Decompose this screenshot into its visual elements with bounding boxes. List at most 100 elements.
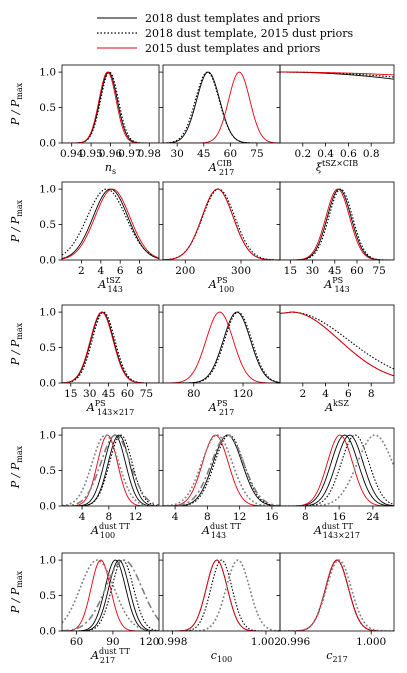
panel-9-ytick-label-2: 1.0 [39, 430, 56, 442]
panel-4-frame [162, 181, 281, 261]
panel-8-xlabel: AkSZ [324, 399, 349, 414]
panel-12: 60 90 120 0.0 0.5 1.0 Adust TT 217 P / Pmax [9, 552, 160, 665]
panel-1-series-2 [163, 71, 280, 143]
panel-12-series-1 [62, 559, 159, 631]
panel-3-xtick-label-2: 6 [117, 265, 124, 277]
panel-1-xtick-label-2: 60 [224, 148, 237, 160]
panel-2-xtick-label-0: 0.2 [294, 148, 311, 160]
panel-4-series-1 [163, 188, 280, 260]
panel-2-series-1 [280, 71, 394, 78]
panel-4-xlabel: APS 100 [208, 276, 235, 294]
panel-10-frame [162, 427, 281, 507]
panel-12-xtick-label-1: 90 [106, 636, 119, 648]
panel-1-xtick-label-0: 30 [170, 148, 183, 160]
panel-5-series-1 [280, 188, 394, 260]
panel-1-curves [163, 71, 280, 143]
panel-10-series-4 [163, 434, 280, 506]
panel-2-xtick-label-3: 0.8 [363, 148, 380, 160]
panel-14: 0.996 1.000 c217 [276, 552, 395, 664]
panel-0-xtick-label-4: 0.98 [138, 148, 161, 160]
panel-1-xtick-label-1: 45 [197, 148, 210, 160]
panel-4-curves [163, 188, 280, 260]
panel-6-ytick-label-2: 1.0 [39, 307, 56, 319]
panel-0-curves [62, 71, 159, 143]
panel-14-xtick-label-0: 0.996 [280, 636, 310, 648]
panel-6-xtick-label-1: 30 [83, 388, 96, 400]
panel-0-xtick-label-3: 0.97 [118, 148, 141, 160]
panel-9-series-1 [62, 434, 159, 506]
panel-12-xlabel: Adust TT 217 [90, 647, 131, 665]
panel-9-frame [61, 427, 160, 507]
panel-11-xtick-label-0: 8 [302, 511, 309, 523]
panel-11-series-2 [280, 434, 394, 506]
panel-0-ytick-label-1: 0.5 [39, 102, 56, 114]
panel-13-series-3 [163, 559, 280, 631]
panel-12-xtick-label-2: 120 [139, 636, 159, 648]
panel-13-series-2 [163, 559, 280, 631]
panel-7-xtick-label-1: 120 [233, 388, 253, 400]
panel-3-series-1 [62, 188, 159, 259]
panel-8-series-2 [280, 311, 394, 377]
panel-14-frame [279, 552, 395, 632]
panel-13-frame [162, 552, 281, 632]
panel-3-xlabel: AtSZ 143 [97, 276, 123, 294]
panel-14-xlabel: c217 [326, 649, 347, 664]
panel-3-ytick-label-0: 0.0 [39, 255, 56, 267]
panel-6-xtick-label-2: 45 [102, 388, 115, 400]
panel-8-series-0 [280, 311, 394, 377]
panel-3-xtick-label-3: 8 [136, 265, 143, 277]
panel-12-ytick-label-0: 0.0 [39, 626, 56, 638]
panel-8-series-1 [280, 311, 394, 370]
panel-10-series-2 [163, 434, 280, 506]
panel-14-series-3 [280, 559, 394, 631]
panel-0-xtick-label-1: 0.95 [79, 148, 102, 160]
panel-14-xtick-label-1: 1.000 [356, 636, 386, 648]
legend-label-2018-template-2015-priors: 2018 dust template, 2015 dust priors [145, 27, 353, 40]
panel-3-xtick-label-1: 4 [97, 265, 104, 277]
panel-0-ytick-label-0: 0.0 [39, 138, 56, 150]
panel-10-series-0 [163, 434, 280, 506]
panel-1-frame [162, 64, 281, 144]
panel-5-xtick-label-2: 45 [328, 265, 341, 277]
panel-9-ytick-label-0: 0.0 [39, 501, 56, 513]
panel-13-curves [163, 559, 280, 631]
panel-9-xtick-label-0: 4 [79, 511, 86, 523]
panel-0-series-2 [62, 71, 159, 143]
panel-7-xtick-label-0: 80 [187, 388, 200, 400]
panel-11-xlabel: Adust TT 143×217 [313, 522, 360, 540]
panel-13-xlabel: c100 [211, 649, 232, 664]
panel-9-series-4 [62, 434, 159, 506]
panel-6-series-2 [62, 311, 159, 383]
panel-11-xtick-label-2: 24 [366, 511, 380, 523]
panel-2-xtick-label-1: 0.4 [317, 148, 334, 160]
panel-2: 0.2 0.4 0.6 0.8 ξtSZ×CIB [276, 64, 395, 174]
panel-5-xtick-label-0: 15 [284, 265, 297, 277]
panel-12-ytick-label-1: 0.5 [39, 590, 56, 602]
panel-9-series-2 [62, 434, 159, 506]
panel-11-xtick-label-1: 16 [332, 511, 346, 523]
panel-3-curves [62, 188, 159, 260]
legend: 2018 dust templates and priors 2018 dust… [97, 12, 353, 55]
panel-5: 15 30 45 60 75 APS 143 [276, 181, 395, 294]
panel-5-series-0 [280, 188, 394, 260]
panel-5-curves [280, 188, 394, 260]
panel-11-curves [280, 434, 394, 506]
panel-13-xtick-label-1: 1.002 [251, 636, 281, 648]
panel-13-series-0 [163, 559, 280, 631]
panel-5-frame [279, 181, 395, 261]
panel-14-series-1 [280, 559, 394, 631]
panel-0-ytick-label-2: 1.0 [39, 67, 56, 79]
panel-10-xtick-label-1: 8 [204, 511, 211, 523]
panel-10-xtick-label-0: 4 [172, 511, 179, 523]
panel-4-xtick-label-0: 200 [175, 265, 195, 277]
panel-6-ytick-label-1: 0.5 [39, 342, 56, 354]
panel-6-xlabel: APS 143×217 [86, 399, 134, 417]
panel-6-frame [61, 304, 160, 384]
panel-14-series-2 [280, 559, 394, 631]
panel-1: 30 45 60 75 ACIB 217 [159, 64, 281, 177]
panel-0: 0.940.950.960.970.98 0.0 0.5 1.0 ns P / Pmax [9, 64, 161, 176]
panel-2-xlabel: ξtSZ×CIB [316, 159, 358, 174]
panel-9-series-3 [62, 434, 159, 506]
panel-8-curves [280, 311, 394, 377]
